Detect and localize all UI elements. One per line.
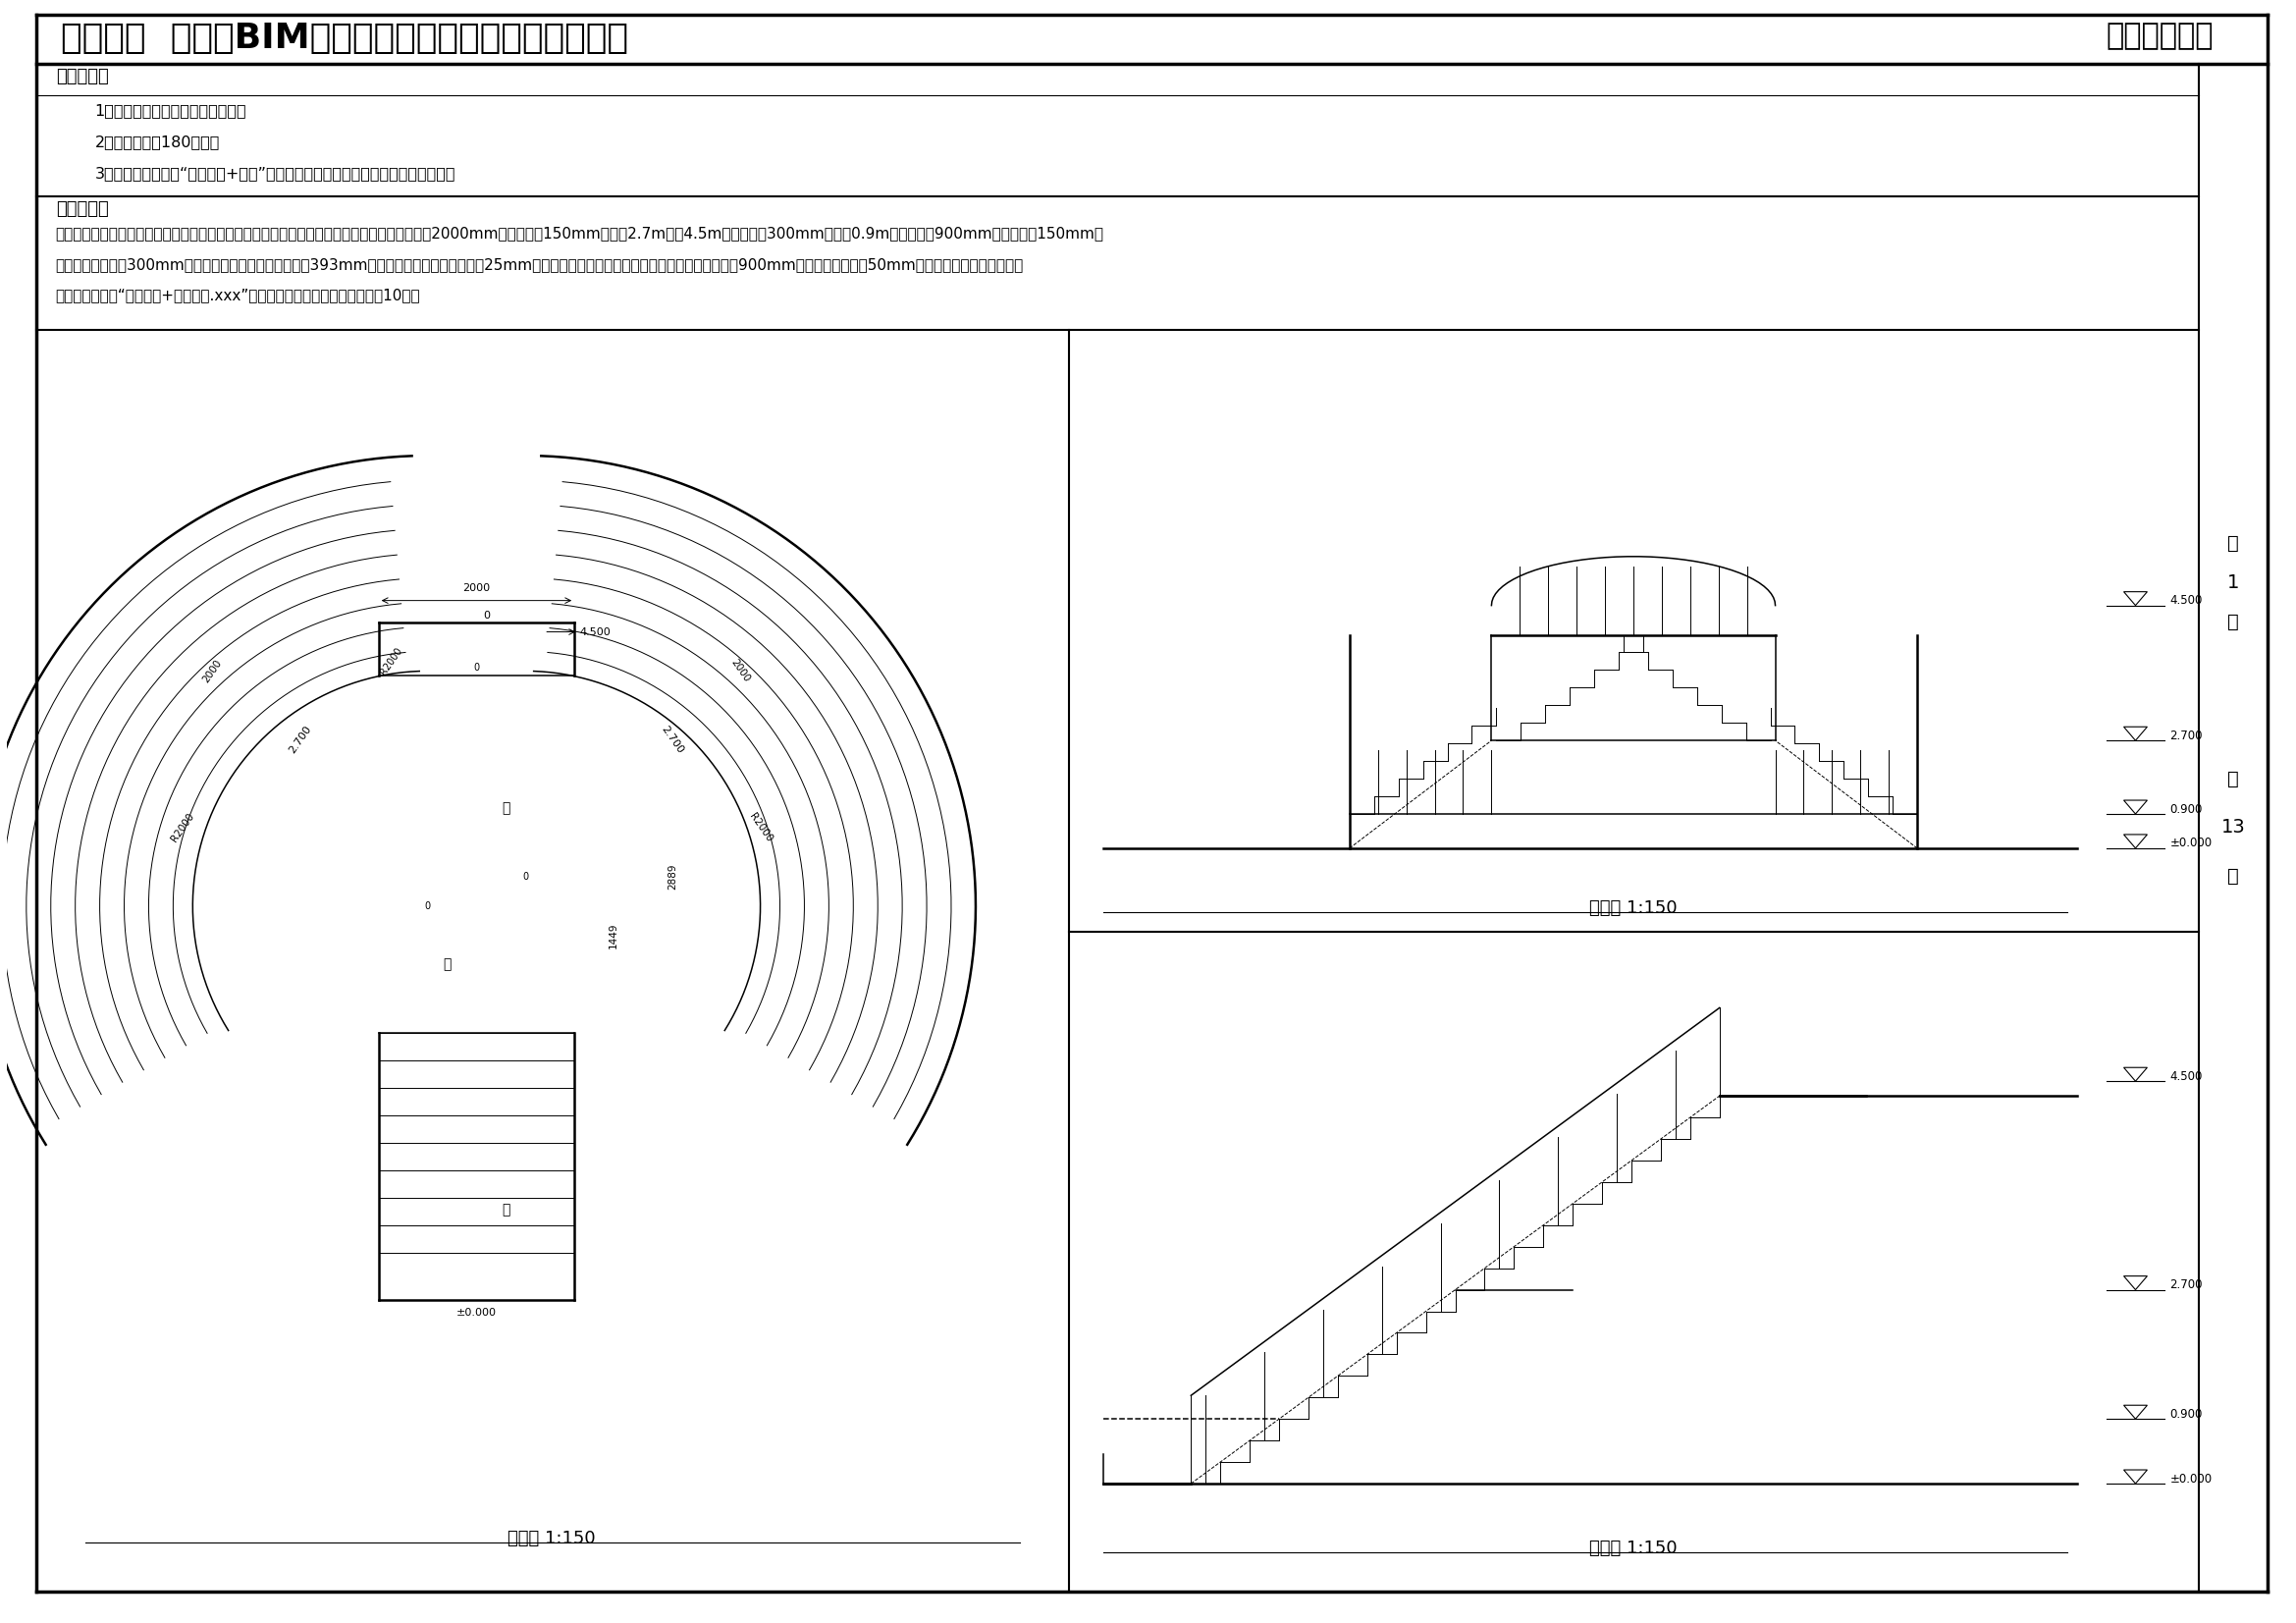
Text: ±0.000: ±0.000	[2170, 837, 2211, 850]
Text: 一、根据下图给定尺寸建立整体浇筑樇梯与扶手模型，梯段及平台材质为钉筋混凝土，梯段宽度2000mm，结构深度150mm，标高2.7m处及4.5m处平台厚度300m: 一、根据下图给定尺寸建立整体浇筑樇梯与扶手模型，梯段及平台材质为钉筋混凝土，梯段…	[55, 226, 1104, 240]
Text: 页: 页	[2227, 613, 2239, 631]
Polygon shape	[2124, 592, 2147, 605]
Text: 4.500: 4.500	[2170, 1070, 2202, 1083]
Text: R2000: R2000	[170, 812, 195, 844]
Text: 0.900: 0.900	[2170, 803, 2202, 815]
Text: 0.900: 0.900	[2170, 1407, 2202, 1420]
Text: 13: 13	[2220, 818, 2245, 837]
Text: 平面图 1:150: 平面图 1:150	[507, 1529, 597, 1547]
Text: ±0.000: ±0.000	[2170, 1472, 2211, 1485]
Text: 考试要求：: 考试要求：	[55, 68, 108, 86]
Text: 共: 共	[2227, 769, 2239, 789]
Text: 定。请将模型以“景观樇梯+考生姓名.xxx”为文件名保存到考生文件夹中。（10分）: 定。请将模型以“景观樇梯+考生姓名.xxx”为文件名保存到考生文件夹中。（10分…	[55, 289, 420, 304]
Text: 2.700: 2.700	[2170, 1279, 2202, 1292]
Polygon shape	[2124, 1276, 2147, 1290]
Text: 2.700: 2.700	[287, 724, 312, 755]
Text: 2.700: 2.700	[2170, 729, 2202, 742]
Text: 第: 第	[2227, 534, 2239, 553]
Polygon shape	[2124, 1406, 2147, 1419]
Text: 0: 0	[523, 872, 528, 881]
Text: R2000: R2000	[379, 646, 404, 677]
Text: 0: 0	[473, 664, 480, 674]
Text: 1: 1	[2227, 573, 2239, 592]
Text: 2000: 2000	[730, 657, 753, 685]
Polygon shape	[2124, 1068, 2147, 1081]
Text: 1、考试方式：计算机操作，闭卷；: 1、考试方式：计算机操作，闭卷；	[94, 104, 246, 118]
Text: 第十七期  「全国BIM技能等级考试」二级（建筑）试题: 第十七期 「全国BIM技能等级考试」二级（建筑）试题	[60, 23, 627, 55]
Polygon shape	[2124, 834, 2147, 849]
Text: 主视图 1:150: 主视图 1:150	[1589, 899, 1678, 917]
Text: 直跑梯段踏板深度300mm，弧形梯段踏板（中心线）深度393mm，踏板、踢面的面层厚度均为25mm，材质为石材；扶手及栏杆材质为不锈錢，扶手高度900mm，扶手: 直跑梯段踏板深度300mm，弧形梯段踏板（中心线）深度393mm，踏板、踢面的面…	[55, 256, 1024, 271]
Text: ±0.000: ±0.000	[457, 1308, 496, 1318]
Text: 2000: 2000	[200, 657, 223, 685]
Text: 上: 上	[503, 802, 510, 815]
Text: 2889: 2889	[668, 863, 677, 889]
Polygon shape	[2124, 1470, 2147, 1483]
Text: 2000: 2000	[464, 583, 491, 592]
Text: 上: 上	[503, 1203, 510, 1216]
Text: 0: 0	[425, 901, 432, 911]
Text: 1449: 1449	[608, 922, 618, 948]
Text: 4.500: 4.500	[579, 626, 611, 636]
Text: 3、新建文件夹，以“准考证号+姓名”命名，用于存放本次考试中生成的全部文件。: 3、新建文件夹，以“准考证号+姓名”命名，用于存放本次考试中生成的全部文件。	[94, 166, 455, 180]
Text: 中国图学学会: 中国图学学会	[2105, 23, 2213, 50]
Text: R2000: R2000	[746, 812, 774, 844]
Polygon shape	[2124, 800, 2147, 815]
Text: 0: 0	[482, 610, 489, 620]
Text: 上: 上	[443, 958, 452, 972]
Text: 4.500: 4.500	[2170, 594, 2202, 607]
Text: 右视图 1:150: 右视图 1:150	[1589, 1539, 1678, 1556]
Text: 2、考试时间：180分钟；: 2、考试时间：180分钟；	[94, 135, 220, 149]
Text: 试题部分：: 试题部分：	[55, 200, 108, 217]
Text: 2.700: 2.700	[659, 724, 684, 755]
Text: 页: 页	[2227, 867, 2239, 886]
Polygon shape	[2124, 727, 2147, 740]
